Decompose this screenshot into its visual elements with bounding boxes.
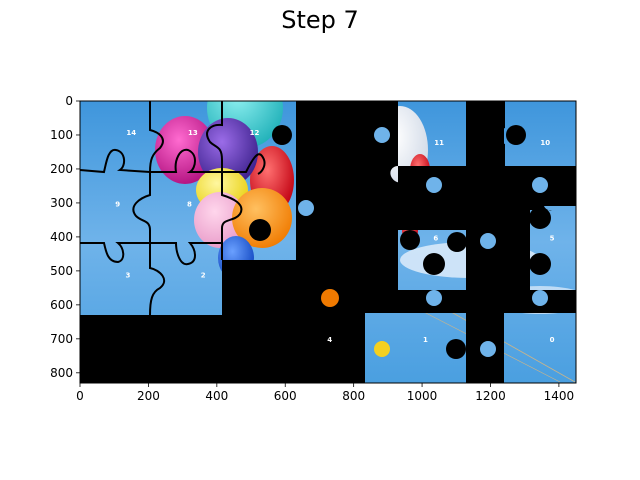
piece-number-label: 0	[550, 336, 555, 344]
visible-knobs	[298, 127, 548, 357]
piece-number-label: 4	[327, 336, 332, 344]
piece-number-label: 11	[434, 139, 444, 147]
x-tick-label: 200	[137, 389, 160, 403]
piece-number-label: 8	[187, 200, 192, 208]
piece-number-label: 9	[115, 200, 120, 208]
piece-number-label: 12	[250, 129, 260, 137]
x-tick-label: 1200	[475, 389, 506, 403]
piece-number-label: 10	[540, 139, 550, 147]
orange-balloon	[232, 188, 292, 248]
piece-number-label: 6	[433, 234, 438, 242]
piece-number-label: 1	[423, 336, 428, 344]
puzzle-image	[80, 101, 576, 383]
piece-number-label: 5	[550, 234, 555, 242]
y-tick-label: 800	[50, 366, 73, 380]
axes-frame	[79, 100, 577, 384]
y-tick-label: 600	[50, 298, 73, 312]
y-tick-label: 200	[50, 162, 73, 176]
x-tick-label: 600	[274, 389, 297, 403]
missing-pieces	[80, 101, 576, 383]
x-tick-label: 1000	[407, 389, 438, 403]
x-axis: 0 200 400 600 800 1000 1200 1400	[76, 383, 574, 403]
missing-knobs	[228, 125, 551, 359]
y-tick-label: 400	[50, 230, 73, 244]
y-tick-label: 500	[50, 264, 73, 278]
x-tick-label: 1400	[544, 389, 575, 403]
piece-number-label: 14	[126, 129, 136, 137]
piece-number-label: 3	[125, 272, 130, 280]
piece-number-label: 2	[201, 272, 206, 280]
x-tick-label: 0	[76, 389, 84, 403]
y-tick-label: 700	[50, 332, 73, 346]
pink-balloon	[194, 192, 246, 248]
puzzle-cut-lines	[80, 101, 266, 316]
x-tick-label: 400	[205, 389, 228, 403]
piece-number-label: 13	[188, 129, 198, 137]
y-axis: 0 100 200 300 400 500 600 700 800	[50, 94, 80, 380]
x-tick-label: 800	[342, 389, 365, 403]
y-tick-label: 100	[50, 128, 73, 142]
y-tick-label: 0	[65, 94, 73, 108]
y-tick-label: 300	[50, 196, 73, 210]
figure-title: Step 7	[281, 6, 359, 34]
purple-balloon	[198, 118, 258, 186]
